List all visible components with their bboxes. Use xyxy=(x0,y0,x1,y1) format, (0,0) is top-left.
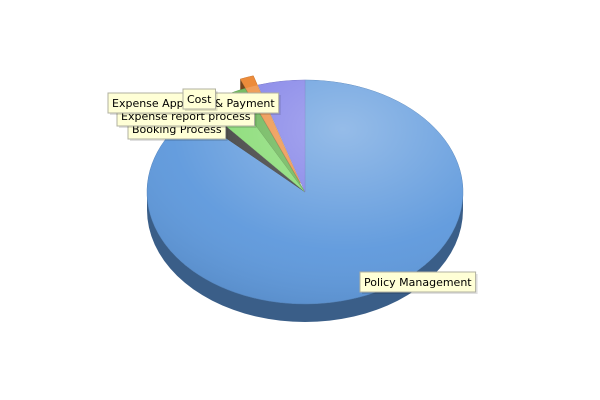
label-box xyxy=(182,88,216,110)
slice-label-text: Policy Management xyxy=(364,276,472,289)
label-box xyxy=(359,271,477,293)
slice-label-text: Cost xyxy=(187,93,212,106)
label-cost-4: Cost xyxy=(182,88,218,111)
label-policy-management-0: Policy Management xyxy=(359,271,478,294)
